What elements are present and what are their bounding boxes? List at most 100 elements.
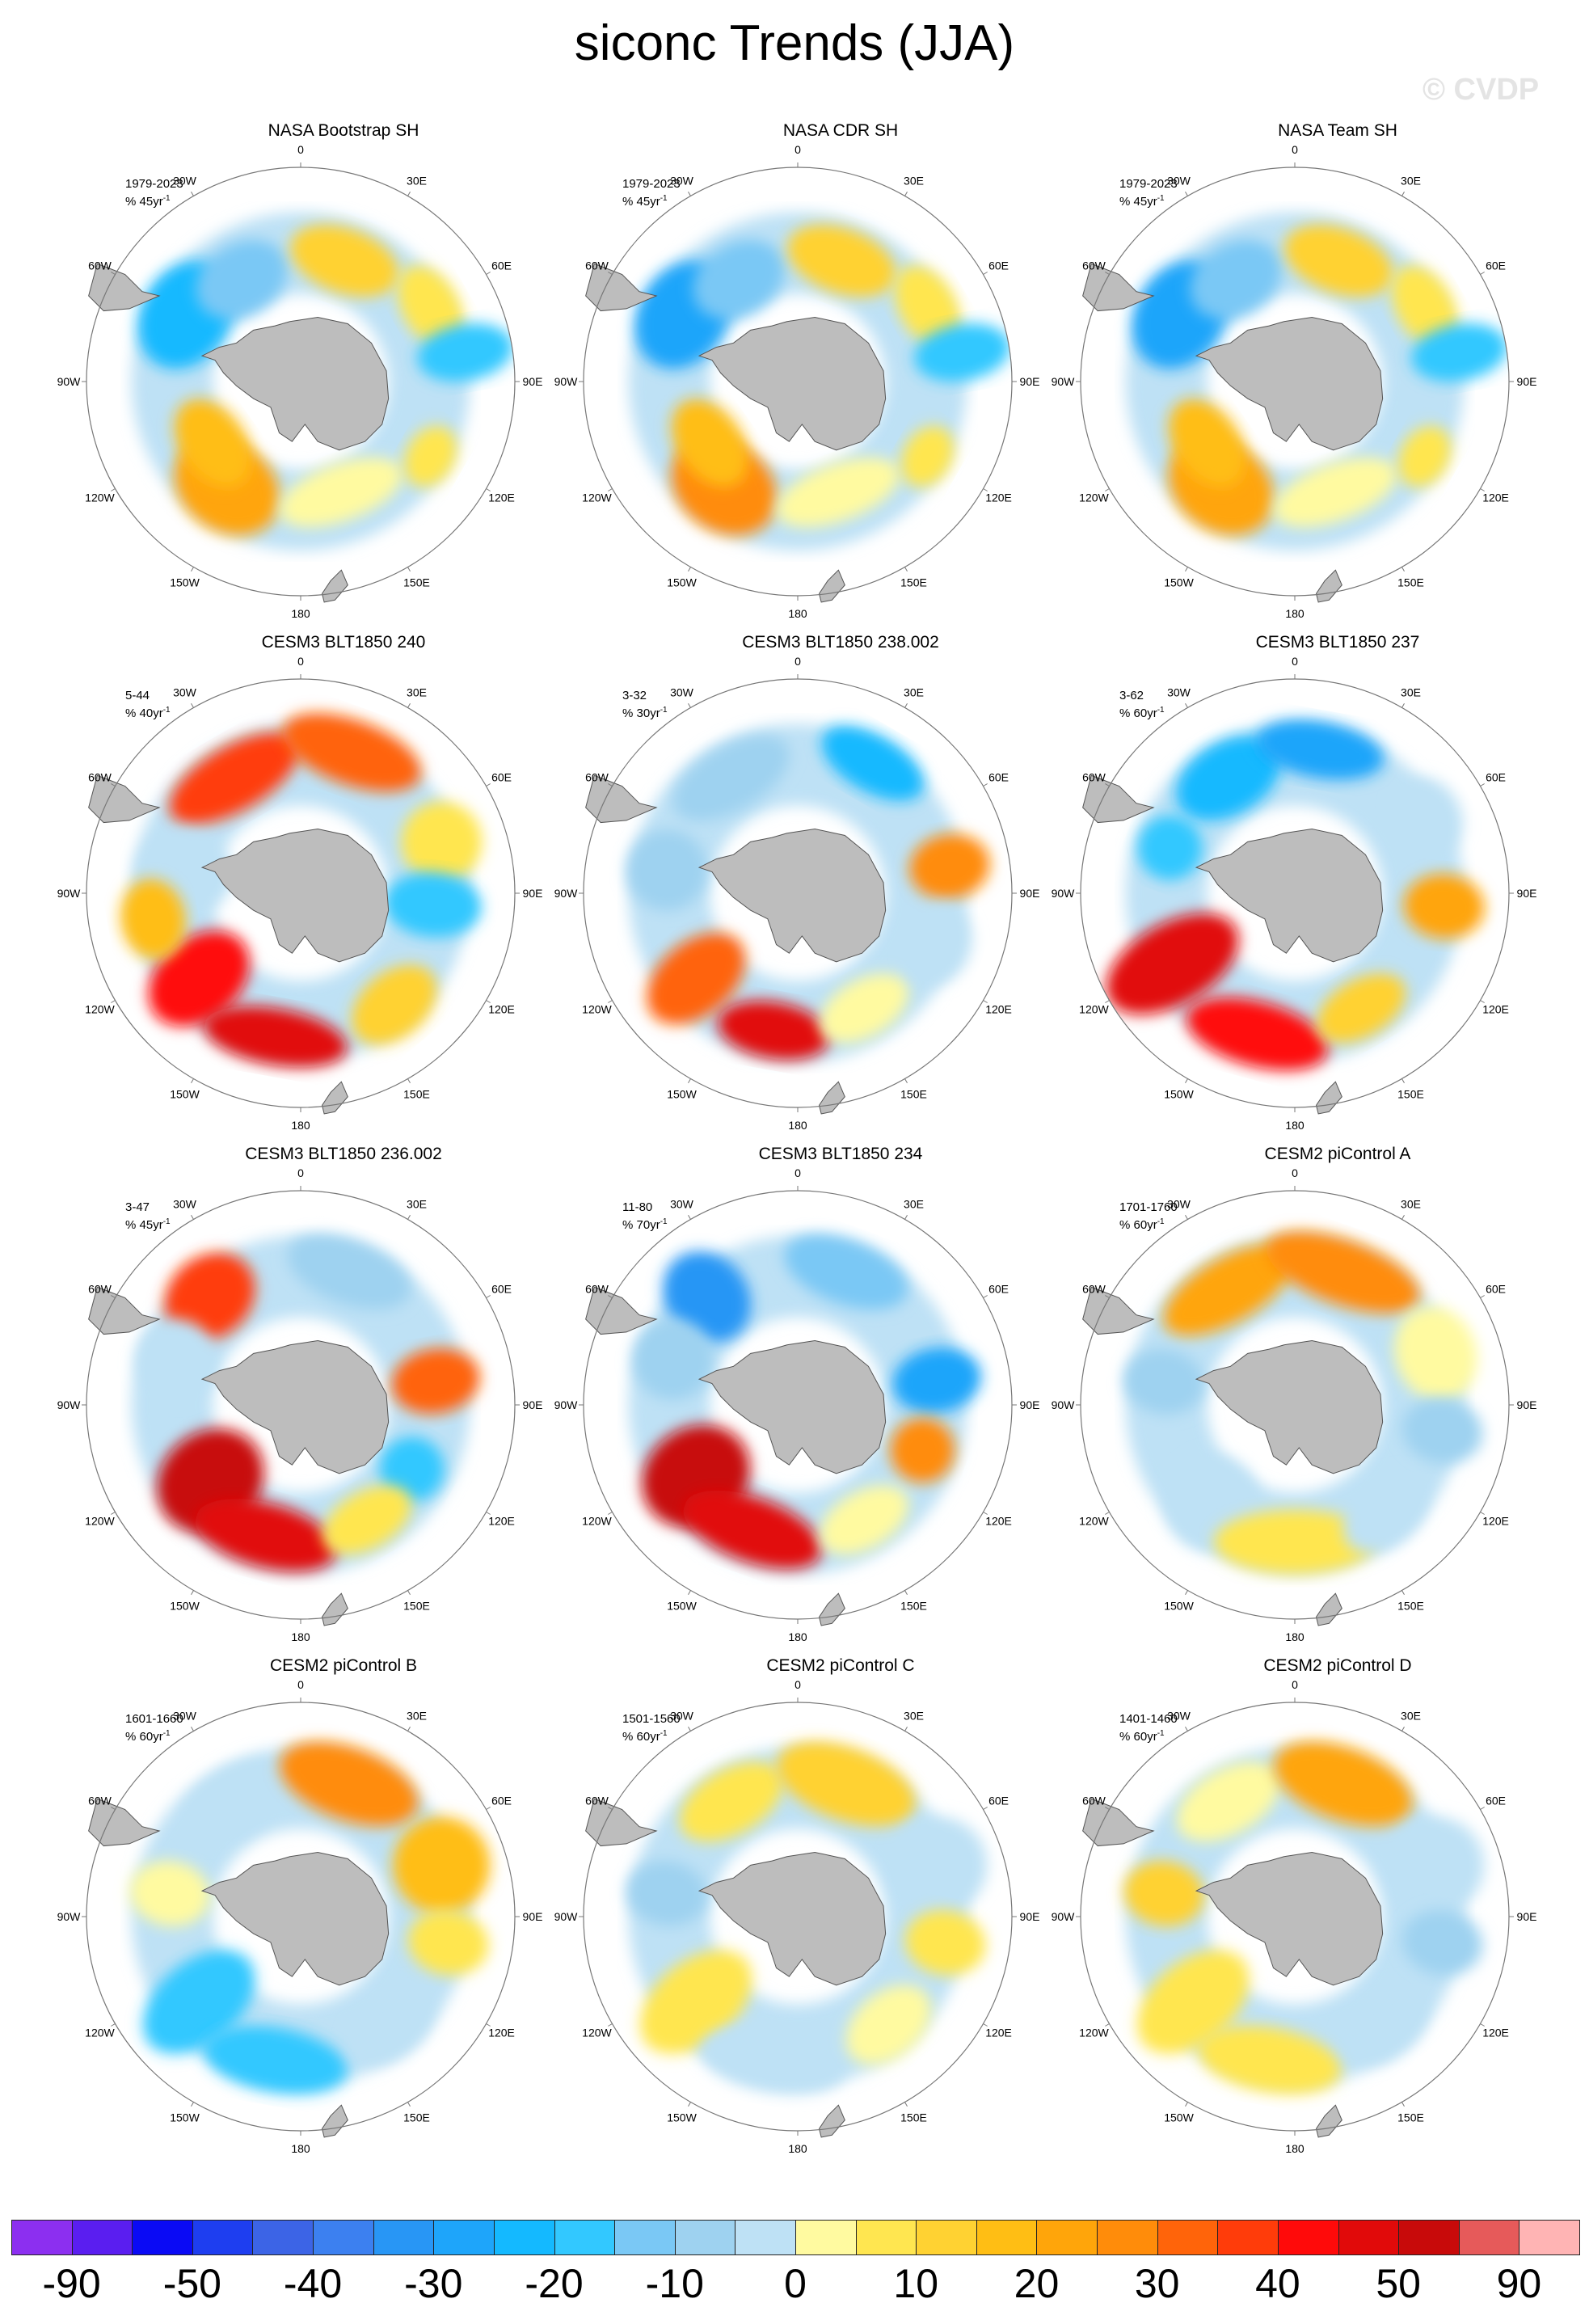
trend-field	[131, 212, 513, 551]
lon-tick	[1480, 488, 1485, 491]
map-panel: CESM2 piControl A 1701-1760 % 60yr-1 0 30E 60…	[1052, 1145, 1589, 1670]
trend-patch	[626, 1861, 707, 1926]
panel-period: 1979-2023 % 45yr-1	[125, 177, 183, 209]
lon-tick	[608, 1807, 613, 1810]
colorbar-swatch	[433, 2220, 495, 2255]
map-panel: NASA Bootstrap SH 1979-2023 % 45yr-1 0 30E 60…	[57, 121, 610, 647]
trend-patch	[195, 1499, 337, 1572]
trend-patch	[1266, 1230, 1420, 1314]
lon-tick	[1105, 1512, 1110, 1515]
trend-field	[628, 1234, 981, 1575]
lon-tick	[111, 272, 116, 275]
trend-patch	[1137, 815, 1203, 880]
lon-label: 150E	[1397, 2111, 1424, 2124]
lon-label: 180	[291, 1119, 310, 1132]
lon-label: 60W	[88, 259, 112, 272]
trend-patch	[894, 265, 961, 348]
trend-patch	[384, 872, 482, 938]
south-america-landmass	[585, 1798, 658, 1847]
lon-tick	[486, 783, 491, 787]
south-america-landmass	[88, 263, 161, 312]
lon-label: 0	[297, 1166, 304, 1179]
colorbar-swatch	[71, 2220, 133, 2255]
lon-tick	[111, 1807, 116, 1810]
lon-label: 60W	[1082, 1795, 1106, 1807]
colorbar-label: 30	[1134, 2261, 1180, 2306]
lon-label: 120W	[582, 1003, 612, 1016]
lon-label: 120E	[985, 2027, 1012, 2039]
lon-label: 60E	[988, 259, 1009, 272]
lon-tick	[688, 567, 691, 572]
lon-label: 90E	[1517, 1398, 1537, 1411]
trend-patch	[1394, 1305, 1477, 1402]
trend-patch	[120, 879, 186, 960]
trend-patch	[1403, 874, 1485, 939]
panel-title: NASA Bootstrap SH	[268, 121, 419, 140]
lon-tick	[904, 567, 908, 572]
colorbar-swatch	[855, 2220, 917, 2255]
trend-patch	[909, 833, 990, 900]
lon-label: 90W	[1052, 887, 1076, 900]
lon-label: 30E	[1401, 1709, 1421, 1722]
antarctica-landmass	[698, 1339, 887, 1474]
lon-label: 90W	[57, 887, 82, 900]
trend-patch	[1397, 426, 1452, 487]
lon-label: 120E	[488, 1515, 515, 1528]
units-superscript: -1	[162, 194, 171, 203]
colorbar-swatch	[493, 2220, 555, 2255]
period-units: % 60yr	[125, 1730, 163, 1744]
lon-label: 120W	[1079, 2027, 1109, 2039]
polar-map: 0 30E 60E 90E 120E 150E 180 150W 120W 90W 60W 30W	[554, 1166, 1040, 1643]
trend-patch	[672, 735, 790, 821]
lon-label: 0	[794, 1678, 801, 1691]
panel-period: 3-62 % 60yr-1	[1119, 689, 1165, 721]
lon-tick	[1185, 1215, 1188, 1220]
period-range: 1701-1760	[1119, 1200, 1178, 1214]
map-panel: CESM3 BLT1850 240 5-44 % 40yr-1 0 30E 60E 90E 1…	[57, 633, 610, 1158]
lon-tick	[904, 703, 908, 708]
lon-tick	[486, 1512, 491, 1515]
polar-map: 0 30E 60E 90E 120E 150E 180 150W 120W 90W 60W 30W	[57, 655, 543, 1132]
lon-label: 150W	[170, 1600, 200, 1613]
lon-label: 60W	[585, 1795, 609, 1807]
lon-tick	[608, 1000, 613, 1003]
lon-tick	[407, 567, 411, 572]
trend-patch	[164, 1252, 255, 1341]
lon-tick	[191, 703, 194, 708]
polar-map: 0 30E 60E 90E 120E 150E 180 150W 120W 90W 60W 30W	[554, 1678, 1040, 2155]
lon-label: 30W	[670, 685, 694, 698]
lon-label: 150E	[900, 2111, 927, 2124]
trend-patch	[391, 1348, 480, 1415]
period-range: 11-80	[622, 1200, 653, 1214]
trend-patch	[626, 829, 708, 911]
lon-tick	[1105, 783, 1110, 787]
trend-patch	[1342, 1984, 1429, 2065]
colorbar-swatch	[192, 2220, 254, 2255]
trend-patch	[1284, 225, 1393, 297]
lon-tick	[407, 1078, 411, 1083]
lon-label: 60W	[585, 259, 609, 272]
trend-patch	[647, 932, 746, 1025]
lon-label: 150W	[667, 576, 697, 589]
lon-tick	[486, 1000, 491, 1003]
period-units: % 60yr	[1119, 1218, 1157, 1232]
trend-patch	[845, 1984, 932, 2065]
trend-field	[1125, 212, 1507, 551]
trend-patch	[203, 1006, 348, 1068]
lon-label: 90W	[57, 1398, 82, 1411]
lon-tick	[904, 192, 908, 196]
antarctica-landmass	[200, 828, 390, 963]
lon-label: 120E	[1482, 491, 1509, 504]
lon-tick	[111, 1295, 116, 1298]
lon-tick	[111, 2023, 116, 2027]
map-panel: NASA Team SH 1979-2023 % 45yr-1 0 30E 60E 90E 1…	[1052, 121, 1589, 647]
trend-patch	[1317, 973, 1406, 1043]
colorbar-swatch	[674, 2220, 736, 2255]
colorbar-swatch	[1217, 2220, 1279, 2255]
lon-tick	[608, 488, 613, 491]
south-america-landmass	[1082, 1798, 1155, 1847]
lon-tick	[191, 1215, 194, 1220]
antarctica-landmass	[698, 316, 887, 451]
lon-label: 0	[297, 655, 304, 668]
lon-tick	[1185, 703, 1188, 708]
